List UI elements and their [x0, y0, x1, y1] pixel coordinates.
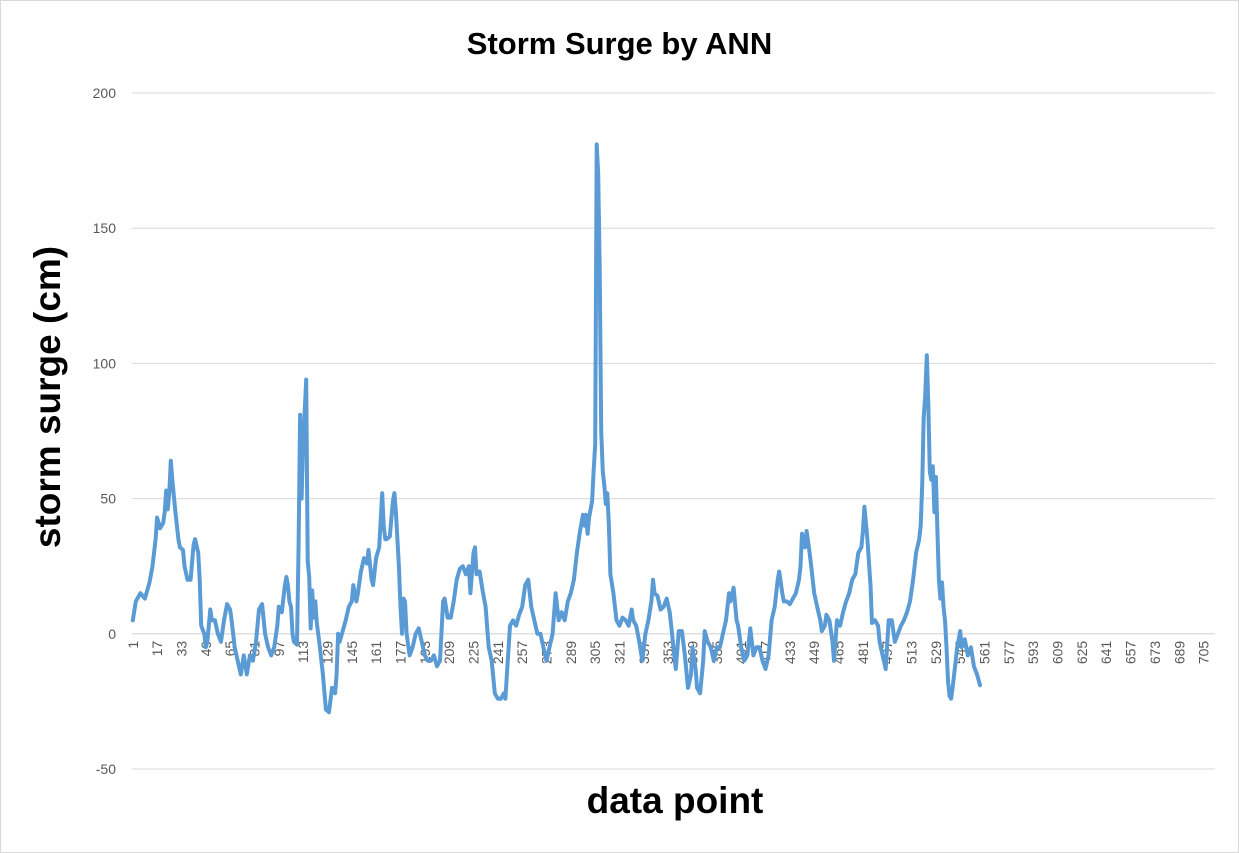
y-axis-title-text: storm surge (cm) — [27, 245, 68, 549]
y-tick-label: 0 — [108, 626, 116, 642]
x-axis-ticks: 1 17 33 49 65 81 97 113 129 145 161 177 193 209 225 241… — [125, 641, 1212, 665]
x-tick-label: 449 — [806, 641, 822, 665]
x-tick-label: 113 — [295, 641, 311, 664]
x-tick-label: 481 — [855, 641, 871, 665]
x-tick-label: 529 — [928, 641, 944, 665]
x-tick-label: 705 — [1196, 641, 1212, 665]
x-tick-label: 657 — [1123, 641, 1139, 665]
gridlines — [132, 92, 1215, 770]
x-tick-label: 513 — [904, 641, 920, 665]
x-axis-title: data point — [586, 780, 764, 821]
x-tick-label: 641 — [1098, 641, 1114, 665]
x-tick-label: 241 — [490, 641, 506, 665]
x-tick-label: 17 — [149, 641, 165, 657]
x-tick-label: 321 — [612, 641, 628, 665]
x-tick-label: 625 — [1074, 641, 1090, 665]
series-line — [130, 142, 982, 715]
x-tick-label: 257 — [514, 641, 530, 665]
x-tick-label: 33 — [173, 641, 189, 657]
y-tick-label: 100 — [93, 355, 117, 371]
y-tick-label: 150 — [93, 220, 117, 236]
x-tick-label: 689 — [1171, 641, 1187, 665]
x-tick-label: 289 — [563, 641, 579, 665]
x-tick-label: 161 — [368, 641, 384, 665]
x-tick-label: 609 — [1050, 641, 1066, 665]
x-tick-label: 177 — [392, 641, 408, 665]
x-tick-label: 673 — [1147, 641, 1163, 665]
x-tick-label: 433 — [782, 641, 798, 665]
x-tick-label: 209 — [441, 641, 457, 665]
x-tick-label: 305 — [587, 641, 603, 665]
series-layer — [130, 142, 982, 715]
y-axis-ticks: -50 0 50 100 150 200 — [93, 85, 117, 777]
y-tick-label: 50 — [100, 491, 116, 507]
x-tick-label: 577 — [1001, 641, 1017, 665]
x-tick-label: 561 — [977, 641, 993, 665]
x-tick-label: 225 — [465, 641, 481, 665]
chart-title: Storm Surge by ANN — [466, 26, 773, 61]
y-tick-label: -50 — [96, 761, 116, 777]
x-tick-label: 129 — [319, 641, 335, 665]
x-tick-label: 1 — [125, 641, 141, 649]
x-tick-label: 593 — [1025, 641, 1041, 665]
x-tick-label: 145 — [344, 641, 360, 665]
y-tick-label: 200 — [93, 85, 117, 101]
